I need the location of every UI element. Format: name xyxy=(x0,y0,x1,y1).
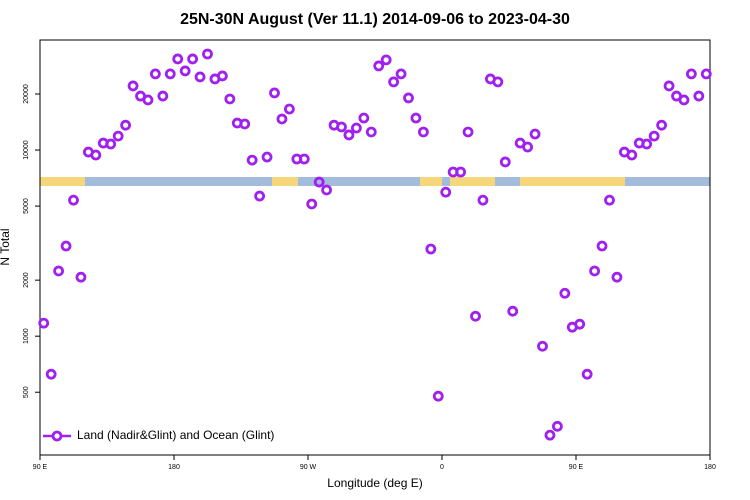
data-point xyxy=(529,128,541,140)
data-point xyxy=(60,240,72,252)
y-tick-label: 5000 xyxy=(23,198,30,214)
data-point xyxy=(574,318,586,330)
data-point xyxy=(477,194,489,206)
data-point xyxy=(105,138,117,150)
data-point xyxy=(45,368,57,380)
data-point xyxy=(112,130,124,142)
x-tick-label: 90 E xyxy=(33,464,48,471)
data-point xyxy=(202,48,213,60)
x-tick-label: 0 xyxy=(440,464,444,471)
data-point xyxy=(388,76,400,88)
data-point xyxy=(455,166,467,178)
y-tick-label: 20000 xyxy=(23,84,30,104)
data-point xyxy=(440,186,452,198)
data-point xyxy=(313,176,325,188)
data-point xyxy=(432,390,444,402)
data-point xyxy=(187,53,199,65)
data-point xyxy=(470,310,481,322)
data-point xyxy=(283,103,295,115)
plot-frame xyxy=(39,39,711,456)
data-point xyxy=(350,122,362,134)
x-tick-label: 180 xyxy=(168,464,180,471)
data-point xyxy=(306,198,318,210)
data-point xyxy=(537,340,548,352)
data-point xyxy=(581,368,593,380)
data-point xyxy=(641,138,653,150)
data-point xyxy=(462,126,474,138)
x-axis-label: Longitude (deg E) xyxy=(327,476,422,490)
land-ocean-strip xyxy=(40,177,710,186)
y-axis-label: N Total xyxy=(0,228,12,265)
data-point xyxy=(127,80,139,92)
data-point xyxy=(276,113,288,125)
x-tick-label: 180 xyxy=(704,464,716,471)
data-point xyxy=(358,112,370,124)
data-point xyxy=(656,119,668,131)
data-point xyxy=(417,126,429,138)
data-point xyxy=(693,90,705,102)
data-point xyxy=(142,94,154,106)
data-point xyxy=(663,80,675,92)
data-point xyxy=(157,90,169,102)
data-point xyxy=(507,305,519,317)
data-point xyxy=(164,68,176,80)
data-point xyxy=(589,265,601,277)
chart-title: 25N-30N August (Ver 11.1) 2014-09-06 to … xyxy=(180,11,570,28)
legend-marker xyxy=(51,430,63,442)
x-tick-label: 90 W xyxy=(300,464,317,471)
data-point xyxy=(53,265,65,277)
data-point xyxy=(149,68,161,80)
data-point xyxy=(604,194,615,206)
data-point xyxy=(522,141,534,153)
data-point xyxy=(336,121,347,133)
data-point xyxy=(395,68,407,80)
data-point xyxy=(685,68,697,80)
data-point xyxy=(90,149,102,161)
data-point xyxy=(626,149,638,161)
data-point xyxy=(678,94,690,106)
data-point xyxy=(194,71,206,83)
data-point xyxy=(298,153,310,165)
data-point xyxy=(172,53,184,65)
data-point xyxy=(321,184,333,196)
data-point xyxy=(224,93,236,105)
data-point xyxy=(403,92,414,104)
data-point xyxy=(365,126,377,138)
data-point xyxy=(648,130,660,142)
data-point xyxy=(179,65,191,77)
data-point xyxy=(596,240,608,252)
data-point xyxy=(120,119,132,131)
data-point xyxy=(38,317,50,329)
data-point xyxy=(261,151,273,163)
data-point xyxy=(68,194,79,206)
data-point xyxy=(239,118,251,130)
data-point xyxy=(75,271,87,283)
data-point xyxy=(246,154,258,166)
data-point xyxy=(700,68,712,80)
data-point xyxy=(559,287,571,299)
y-tick-label: 10000 xyxy=(23,140,30,160)
y-tick-label: 1000 xyxy=(23,328,30,344)
data-point xyxy=(380,54,392,66)
y-tick-label: 500 xyxy=(23,386,30,398)
data-point xyxy=(216,70,228,82)
data-point xyxy=(492,76,504,88)
x-tick-label: 90 E xyxy=(569,464,584,471)
data-point xyxy=(551,420,563,432)
data-point xyxy=(499,156,511,168)
data-point xyxy=(425,243,437,255)
y-tick-label: 2000 xyxy=(23,272,30,288)
data-point xyxy=(544,429,556,441)
data-point xyxy=(254,190,266,202)
legend-label: Land (Nadir&Glint) and Ocean (Glint) xyxy=(77,428,274,442)
data-point xyxy=(373,60,385,72)
data-point xyxy=(611,271,623,283)
data-point xyxy=(269,87,280,99)
data-point xyxy=(343,129,355,141)
data-point xyxy=(410,112,422,124)
